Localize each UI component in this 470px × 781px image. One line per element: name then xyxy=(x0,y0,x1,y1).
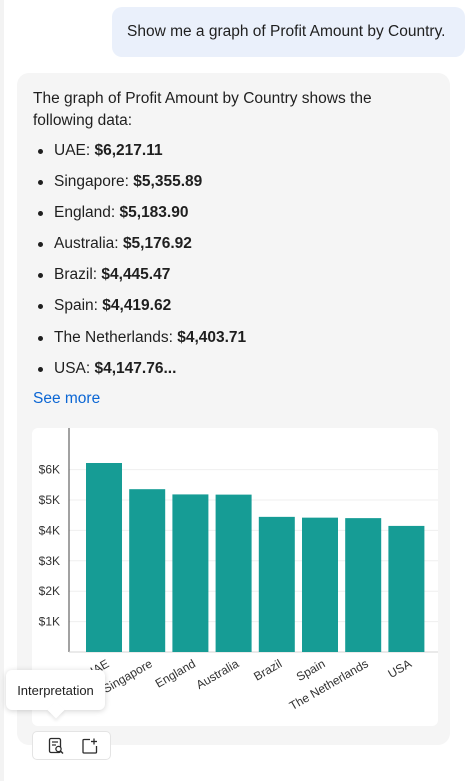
bullet xyxy=(38,304,43,310)
item-value: $5,183.90 xyxy=(119,204,189,222)
item-label: Australia: xyxy=(54,235,119,253)
list-item: The Netherlands: $4,403.71 xyxy=(33,327,433,358)
list-item: Brazil: $4,445.47 xyxy=(33,264,433,295)
bar-usa xyxy=(388,525,425,652)
add-to-canvas-icon[interactable] xyxy=(81,737,99,755)
value-list: UAE: $6,217.11 Singapore: $5,355.89 Engl… xyxy=(33,140,433,389)
item-label: England: xyxy=(54,204,116,222)
item-label: The Netherlands: xyxy=(54,328,173,346)
left-rule xyxy=(0,0,4,781)
item-label: USA: xyxy=(54,359,91,377)
bar-brazil xyxy=(258,516,295,652)
item-value: $4,445.47 xyxy=(101,266,171,284)
list-item: Spain: $4,419.62 xyxy=(33,295,433,326)
bar-england xyxy=(172,494,209,652)
y-tick-label: $2K xyxy=(39,584,60,598)
x-tick-label: Singapore xyxy=(100,656,155,696)
item-label: Brazil: xyxy=(54,266,98,284)
x-tick-label: Australia xyxy=(194,656,242,692)
bullet xyxy=(38,273,43,279)
bullet xyxy=(38,211,43,217)
bar-australia xyxy=(215,494,252,652)
profit-chart: $1K $2K $3K $4K $5K $6K UAE Singapore England Aus… xyxy=(32,428,438,726)
interpretation-icon[interactable] xyxy=(47,737,65,755)
y-tick-label: $1K xyxy=(39,615,60,629)
bar-singapore xyxy=(129,489,166,652)
bullet xyxy=(38,366,43,372)
list-item: UAE: $6,217.11 xyxy=(33,140,433,171)
bullet xyxy=(38,180,43,186)
response-intro: The graph of Profit Amount by Country sh… xyxy=(33,90,372,129)
user-message: Show me a graph of Profit Amount by Coun… xyxy=(112,7,465,57)
item-value: $4,419.62 xyxy=(102,297,172,315)
bullet xyxy=(38,335,43,341)
x-tick-label: Brazil xyxy=(251,656,284,683)
item-value: $5,355.89 xyxy=(133,173,203,191)
item-label: Spain: xyxy=(54,297,98,315)
item-label: Singapore: xyxy=(54,173,129,191)
interpretation-tooltip: Interpretation xyxy=(6,670,105,719)
user-message-text: Show me a graph of Profit Amount by Coun… xyxy=(127,23,446,40)
x-tick-label: The Netherlands xyxy=(287,656,371,712)
item-label: UAE: xyxy=(54,142,91,159)
bar-uae xyxy=(86,462,122,652)
y-tick-label: $6K xyxy=(39,463,60,477)
tooltip-text: Interpretation xyxy=(17,682,94,698)
y-tick-label: $3K xyxy=(39,554,60,568)
list-item: Singapore: $5,355.89 xyxy=(33,171,433,202)
list-item: USA: $4,147.76... xyxy=(33,358,433,389)
list-item: England: $5,183.90 xyxy=(33,202,433,233)
x-tick-label: USA xyxy=(386,656,414,680)
chart-svg: $1K$2K$3K$4K$5K$6KUAESingaporeEnglandAus… xyxy=(39,428,438,713)
item-value: $6,217.11 xyxy=(94,142,163,159)
bar-the-netherlands xyxy=(345,518,382,652)
y-tick-label: $5K xyxy=(39,493,60,507)
y-tick-label: $4K xyxy=(39,523,60,537)
list-item: Australia: $5,176.92 xyxy=(33,233,433,264)
bullet xyxy=(38,242,43,248)
bar-spain xyxy=(302,517,338,652)
see-more-link[interactable]: See more xyxy=(33,390,101,407)
response-toolbar xyxy=(32,731,111,760)
item-value: $4,147.76... xyxy=(94,359,177,377)
x-tick-label: England xyxy=(153,656,198,690)
item-value: $5,176.92 xyxy=(122,235,192,253)
bullet xyxy=(38,149,43,154)
item-value: $4,403.71 xyxy=(177,328,247,346)
